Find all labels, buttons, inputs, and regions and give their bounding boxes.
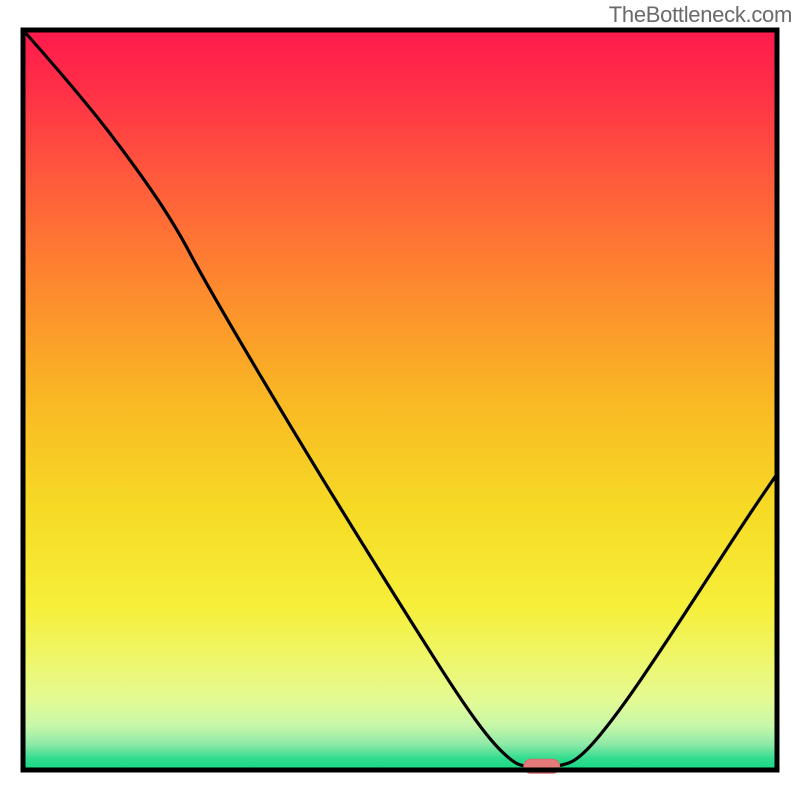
source-watermark: TheBottleneck.com [609,2,792,28]
chart-container: TheBottleneck.com [0,0,800,800]
chart-svg [0,0,800,800]
